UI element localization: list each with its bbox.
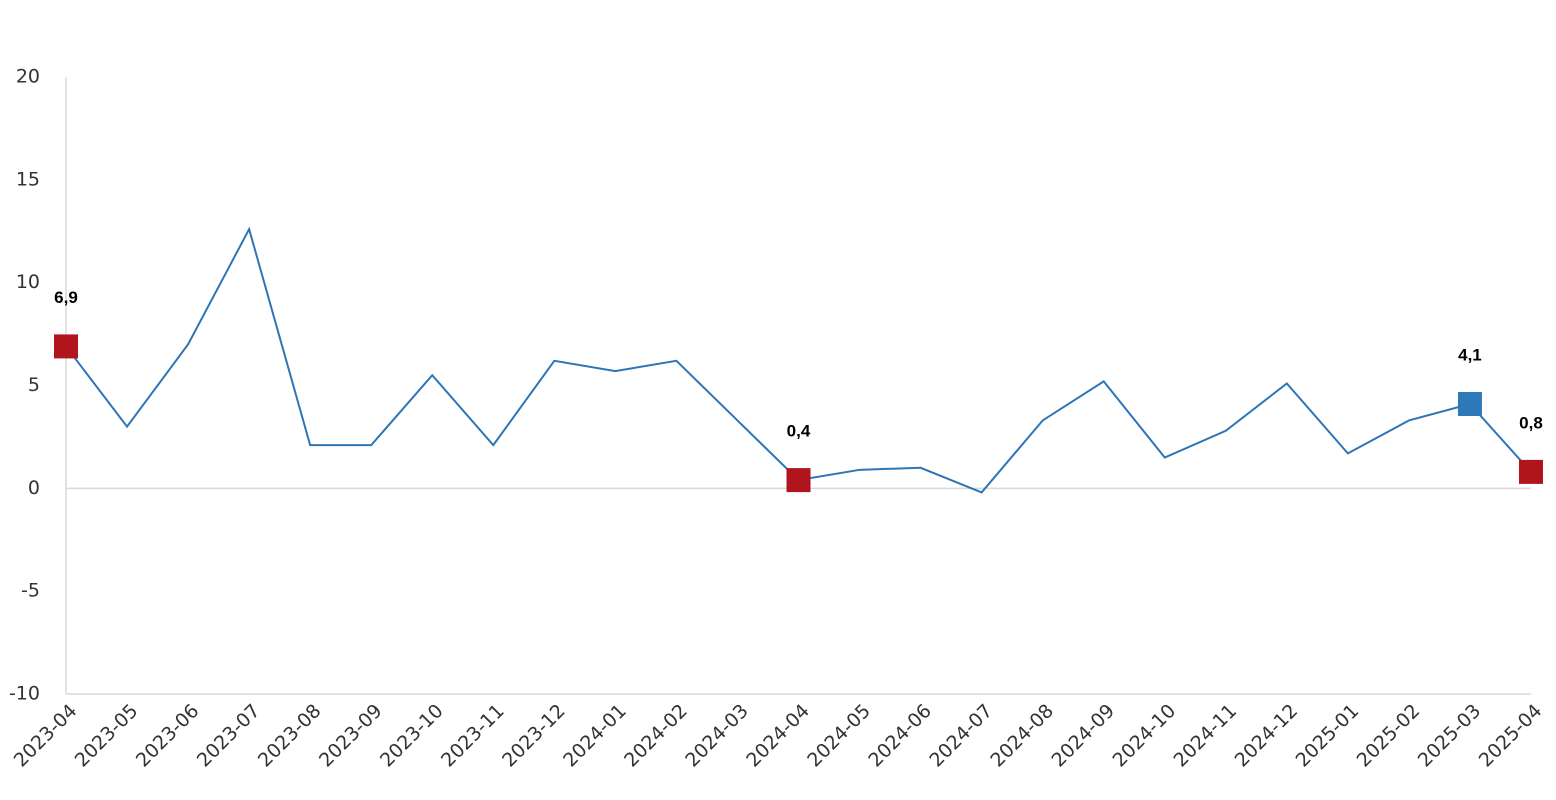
x-tick-label: 2024-06 <box>864 700 936 772</box>
x-tick-label: 2024-04 <box>742 700 814 772</box>
x-tick-label: 2023-06 <box>132 700 204 772</box>
x-tick-label: 2024-01 <box>559 700 631 772</box>
x-tick-label: 2024-02 <box>620 700 692 772</box>
x-tick-label: 2025-02 <box>1353 700 1425 772</box>
x-tick-label: 2024-07 <box>925 700 997 772</box>
x-tick-label: 2023-08 <box>254 700 326 772</box>
y-tick-label: 20 <box>16 66 40 88</box>
highlight-marker <box>1519 459 1543 484</box>
y-tick-label: 10 <box>16 271 40 293</box>
value-label: 4,1 <box>1458 345 1482 364</box>
x-tick-label: 2024-03 <box>681 700 753 772</box>
x-tick-label: 2024-11 <box>1170 700 1242 772</box>
highlight-marker <box>786 468 811 493</box>
x-tick-label: 2024-08 <box>986 700 1058 772</box>
highlight-marker <box>54 334 78 359</box>
series-line <box>65 226 1532 494</box>
x-tick-label: 2023-11 <box>437 700 509 772</box>
x-tick-label: 2024-12 <box>1231 700 1303 772</box>
y-tick-label: 15 <box>16 168 40 190</box>
x-tick-label: 2023-10 <box>376 700 448 772</box>
x-tick-label: 2025-03 <box>1414 700 1486 772</box>
x-tick-label: 2024-10 <box>1108 700 1180 772</box>
highlight-marker <box>1457 392 1482 417</box>
x-tick-label: 2023-12 <box>498 700 570 772</box>
value-label: 0,4 <box>787 422 811 441</box>
y-tick-label: -10 <box>9 683 40 705</box>
y-tick-label: -5 <box>21 580 40 602</box>
value-label: 0,8 <box>1519 413 1543 432</box>
x-tick-label: 2025-01 <box>1292 700 1364 772</box>
x-tick-label: 2023-07 <box>193 700 265 772</box>
x-tick-label: 2025-04 <box>1475 700 1547 772</box>
x-tick-label: 2023-05 <box>71 700 143 772</box>
x-tick-label: 2023-04 <box>10 700 82 772</box>
y-tick-label: 0 <box>28 477 40 499</box>
y-tick-label: 5 <box>28 374 40 396</box>
value-label: 6,9 <box>54 288 78 307</box>
x-tick-label: 2024-09 <box>1047 700 1119 772</box>
x-tick-label: 2024-05 <box>803 700 875 772</box>
x-tick-label: 2023-09 <box>315 700 387 772</box>
